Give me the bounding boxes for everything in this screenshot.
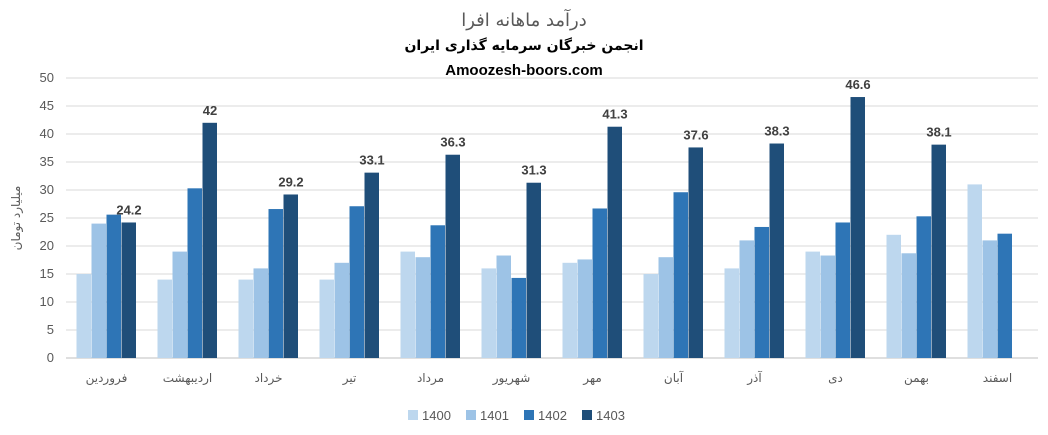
bar-1403 xyxy=(688,147,703,358)
bar-1400 xyxy=(562,262,577,358)
data-label: 38.3 xyxy=(764,124,789,139)
bar-1401 xyxy=(172,251,187,358)
data-label: 41.3 xyxy=(602,107,627,122)
bar-1400 xyxy=(886,234,901,358)
x-tick-label: دی xyxy=(828,371,843,385)
bar-1400 xyxy=(157,279,172,358)
bar-1403 xyxy=(769,143,784,358)
bar-1402 xyxy=(754,226,769,358)
bar-1401 xyxy=(577,259,592,358)
bar-1402 xyxy=(592,208,607,358)
legend-swatch-1402 xyxy=(524,410,534,420)
bar-1400 xyxy=(481,268,496,358)
data-label: 36.3 xyxy=(440,135,465,150)
bar-1403 xyxy=(445,154,460,358)
bar-1402 xyxy=(673,192,688,358)
x-tick-label: بهمن xyxy=(904,371,929,386)
bar-1401 xyxy=(415,257,430,358)
bar-1400 xyxy=(805,251,820,358)
data-label: 24.2 xyxy=(116,202,141,217)
legend-label: 1403 xyxy=(596,408,625,423)
bar-1401 xyxy=(253,268,268,358)
bar-1400 xyxy=(643,274,658,358)
bar-1401 xyxy=(91,223,106,358)
bar-1403 xyxy=(931,144,946,358)
bar-1403 xyxy=(121,222,136,358)
bar-1400 xyxy=(724,268,739,358)
legend-label: 1401 xyxy=(480,408,509,423)
bar-1401 xyxy=(820,255,835,358)
bar-1402 xyxy=(835,222,850,358)
legend-swatch-1401 xyxy=(466,410,476,420)
bar-1403 xyxy=(607,126,622,358)
bar-1402 xyxy=(997,233,1012,358)
y-tick-label: 25 xyxy=(40,210,54,225)
bar-1402 xyxy=(430,225,445,358)
data-label: 42 xyxy=(203,103,217,118)
bar-1400 xyxy=(238,279,253,358)
y-axis-label: میلیارد تومان xyxy=(9,186,24,251)
bar-1403 xyxy=(850,97,865,358)
y-tick-label: 35 xyxy=(40,154,54,169)
chart-title: درآمد ماهانه افرا xyxy=(461,10,587,31)
y-tick-label: 5 xyxy=(47,322,54,337)
x-tick-label: شهریور xyxy=(492,371,531,386)
x-tick-label: اسفند xyxy=(983,371,1012,385)
x-tick-label: خرداد xyxy=(254,371,282,386)
data-label: 29.2 xyxy=(278,174,303,189)
x-tick-label: مهر xyxy=(582,371,602,386)
chart-source: Amoozesh-boors.com xyxy=(445,62,603,79)
x-tick-label: آبان xyxy=(664,370,684,385)
bar-1403 xyxy=(283,194,298,358)
x-tick-label: فروردین xyxy=(86,371,128,386)
bar-1402 xyxy=(916,216,931,358)
legend-swatch-1400 xyxy=(408,410,418,420)
x-tick-label: مرداد xyxy=(417,371,444,386)
bar-1401 xyxy=(658,257,673,358)
bar-1400 xyxy=(76,274,91,358)
bar-1401 xyxy=(496,255,511,358)
bar-1402 xyxy=(268,209,283,358)
y-tick-label: 0 xyxy=(47,350,54,365)
bar-1402 xyxy=(106,214,121,358)
x-tick-label: اردیبهشت xyxy=(163,371,212,386)
x-tick-label: آذر xyxy=(746,370,762,386)
bar-1400 xyxy=(319,279,334,358)
data-label: 33.1 xyxy=(359,153,384,168)
y-tick-label: 20 xyxy=(40,238,54,253)
bar-1402 xyxy=(511,277,526,358)
bar-1403 xyxy=(364,172,379,358)
legend-swatch-1403 xyxy=(582,410,592,420)
x-tick-label: تیر xyxy=(342,371,357,386)
y-tick-label: 15 xyxy=(40,266,54,281)
bar-1403 xyxy=(526,182,541,358)
bar-1400 xyxy=(967,184,982,358)
data-label: 46.6 xyxy=(845,77,870,92)
y-tick-label: 45 xyxy=(40,98,54,113)
y-tick-label: 50 xyxy=(40,70,54,85)
legend-label: 1400 xyxy=(422,408,451,423)
data-label: 38.1 xyxy=(926,125,951,140)
y-tick-label: 40 xyxy=(40,126,54,141)
bar-1401 xyxy=(334,262,349,358)
data-label: 37.6 xyxy=(683,127,708,142)
bar-1401 xyxy=(739,240,754,358)
y-tick-label: 10 xyxy=(40,294,54,309)
chart-subtitle: انجمن خبرگان سرمایه گذاری ایران xyxy=(404,38,644,54)
data-label: 31.3 xyxy=(521,163,546,178)
legend-label: 1402 xyxy=(538,408,567,423)
bar-1403 xyxy=(202,122,217,358)
bar-1402 xyxy=(349,206,364,358)
bar-1402 xyxy=(187,188,202,358)
bar-1400 xyxy=(400,251,415,358)
y-tick-label: 30 xyxy=(40,182,54,197)
bar-1401 xyxy=(901,253,916,358)
bar-1401 xyxy=(982,240,997,358)
